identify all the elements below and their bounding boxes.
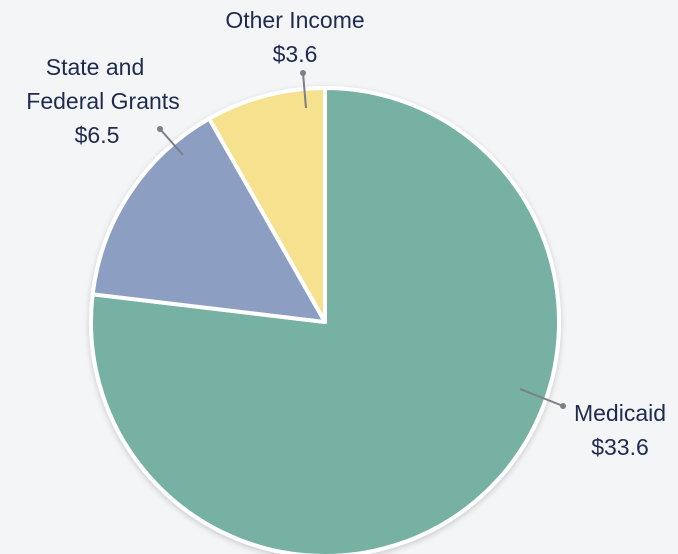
leader-dot-other-income: [300, 70, 306, 76]
slice-label-state-and-federal-grants: Federal Grants: [26, 88, 179, 114]
value-label-medicaid: $33.6: [591, 434, 649, 460]
leader-lines: [157, 70, 566, 409]
leader-dot-state-and-federal-grants: [157, 126, 163, 132]
slice-labels: Medicaid $33.6 State and Federal Grants $6.5…: [26, 7, 666, 460]
leader-line-other-income: [302, 72, 307, 109]
pie-slices: [89, 86, 561, 554]
value-label-other-income: $3.6: [273, 41, 318, 67]
leader-line-medicaid: [519, 388, 564, 407]
slice-label-state-and-federal-grants: State and: [46, 54, 144, 80]
slice-label-other-income: Other Income: [225, 7, 364, 33]
leader-dot-medicaid: [560, 403, 566, 409]
value-label-state-and-federal-grants: $6.5: [75, 122, 120, 148]
slice-state-and-federal-grants: [90, 116, 327, 324]
leader-line-state-and-federal-grants: [159, 128, 184, 156]
slice-other-income: [207, 86, 327, 324]
slice-label-medicaid: Medicaid: [574, 400, 666, 426]
